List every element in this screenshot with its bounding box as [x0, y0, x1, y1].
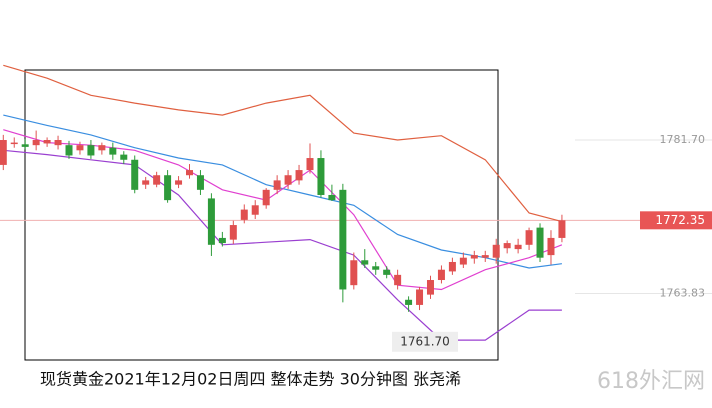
y-tick-label: 1781.70	[660, 133, 706, 146]
candle-body	[514, 244, 522, 250]
candle-body	[54, 140, 62, 146]
candle-body	[372, 266, 380, 270]
candle-body	[525, 230, 533, 245]
candle-body	[262, 189, 270, 206]
candle-body	[251, 205, 259, 215]
candle-body	[405, 299, 413, 305]
candle-body	[328, 194, 336, 201]
indicator-line	[3, 129, 563, 291]
candle-body	[503, 243, 511, 249]
candle-body	[0, 140, 7, 165]
candle-body	[481, 255, 489, 258]
candle-body	[32, 140, 40, 146]
candle-body	[109, 147, 117, 155]
candle-body	[350, 260, 358, 286]
candle-body	[383, 269, 391, 275]
candle-body	[284, 175, 292, 185]
chart-title: 现货黄金2021年12月02日周四 整体走势 30分钟图 张尧浠	[40, 370, 461, 389]
candle-body	[43, 140, 51, 144]
candle-body	[65, 145, 73, 156]
candle-body	[416, 289, 424, 305]
candle-body	[207, 198, 215, 245]
candle-body	[196, 175, 204, 190]
candle-body	[437, 269, 445, 281]
candle-body	[459, 257, 467, 265]
candle-body	[175, 180, 183, 185]
last-price-label: 1772.35	[655, 213, 705, 227]
candle-body	[131, 159, 139, 190]
candle-body	[87, 145, 95, 156]
low-annotation-box	[392, 331, 458, 352]
candle-body	[273, 180, 281, 190]
y-tick-label: 1763.83	[660, 287, 706, 300]
low-annotation: 1761.70	[400, 334, 450, 348]
candle-body	[306, 158, 314, 171]
candle-body	[558, 220, 566, 238]
candle-body	[426, 280, 434, 295]
candle-body	[164, 175, 172, 201]
candle-body	[448, 261, 456, 272]
candle-body	[361, 260, 369, 265]
candle-body	[492, 244, 500, 258]
candle-body	[547, 237, 555, 256]
indicator-line	[3, 149, 562, 341]
watermark: 618外汇网	[597, 369, 705, 394]
last-price-box	[640, 211, 712, 230]
candle-body	[240, 209, 248, 220]
candle-body	[21, 144, 29, 147]
highlight-box	[24, 69, 499, 361]
candle-body	[295, 170, 303, 181]
indicator-line	[3, 114, 562, 269]
candle-body	[394, 274, 402, 286]
candle-body	[229, 225, 237, 240]
candle-body	[339, 189, 347, 290]
candle-body	[218, 237, 226, 244]
candle-body	[536, 227, 544, 258]
candle-body	[317, 158, 325, 195]
candle-body	[76, 145, 84, 151]
candle-body	[186, 170, 194, 176]
candle-body	[10, 142, 18, 145]
candle-body	[470, 255, 478, 259]
candle-body	[153, 175, 161, 185]
candle-body	[142, 180, 150, 185]
indicator-line	[3, 64, 563, 223]
candle-body	[98, 145, 106, 151]
candle-body	[120, 154, 128, 160]
